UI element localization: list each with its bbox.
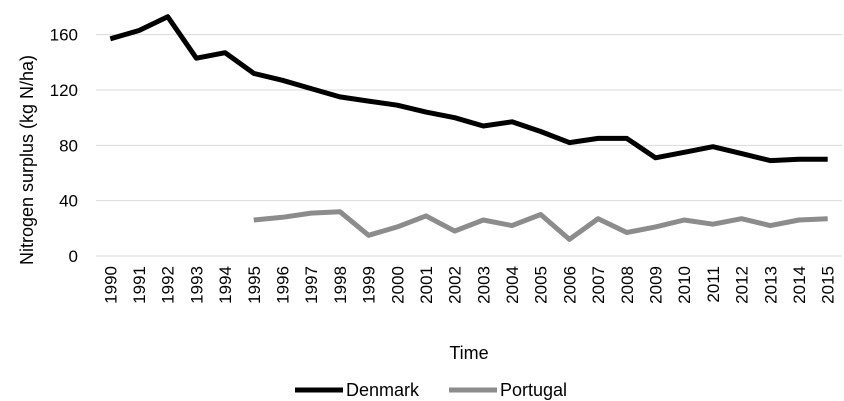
y-tick-label: 40 <box>59 192 78 211</box>
y-axis-title: Nitrogen surplus (kg N/ha) <box>17 55 37 265</box>
series-line-portugal <box>253 209 828 242</box>
x-axis-tick-labels: 1990 1991 1992 1993 1994 1995 1996 1997 1998 1999… <box>101 266 837 304</box>
x-tick-label: 2000 <box>388 266 407 304</box>
x-tick-label: 1993 <box>187 266 206 304</box>
series-lines <box>109 14 828 242</box>
legend-label-denmark: Denmark <box>346 380 420 400</box>
x-tick-label: 1994 <box>216 266 235 304</box>
x-tick-label: 2005 <box>532 266 551 304</box>
x-tick-label: 1995 <box>245 266 264 304</box>
y-tick-label: 0 <box>69 247 78 266</box>
x-tick-label: 2001 <box>417 266 436 304</box>
series-line-denmark <box>109 14 828 164</box>
y-tick-label: 120 <box>50 81 78 100</box>
x-tick-label: 2002 <box>446 266 465 304</box>
y-tick-label: 160 <box>50 26 78 45</box>
x-tick-label: 2013 <box>761 266 780 304</box>
x-tick-label: 2011 <box>704 266 723 303</box>
legend-label-portugal: Portugal <box>500 380 567 400</box>
x-tick-label: 1999 <box>360 266 379 304</box>
x-tick-label: 2012 <box>733 266 752 304</box>
x-tick-label: 2008 <box>618 266 637 304</box>
x-tick-label: 2009 <box>647 266 666 304</box>
x-tick-label: 1992 <box>159 266 178 304</box>
x-tick-label: 1991 <box>130 266 149 304</box>
x-tick-label: 1990 <box>101 266 120 304</box>
y-axis-tick-labels: 0 40 80 120 160 <box>50 26 78 266</box>
legend: Denmark Portugal <box>295 380 567 400</box>
x-tick-label: 2010 <box>675 266 694 304</box>
x-tick-label: 2007 <box>589 266 608 304</box>
gridlines <box>96 34 842 257</box>
x-tick-label: 1997 <box>302 266 321 304</box>
x-tick-label: 2015 <box>819 266 838 304</box>
x-tick-label: 2004 <box>503 266 522 304</box>
x-tick-label: 2006 <box>560 266 579 304</box>
x-tick-label: 2014 <box>790 266 809 304</box>
y-tick-label: 80 <box>59 136 78 155</box>
x-tick-label: 1998 <box>331 266 350 304</box>
x-tick-label: 1996 <box>274 266 293 304</box>
x-tick-label: 2003 <box>474 266 493 304</box>
x-axis-title: Time <box>449 343 488 363</box>
